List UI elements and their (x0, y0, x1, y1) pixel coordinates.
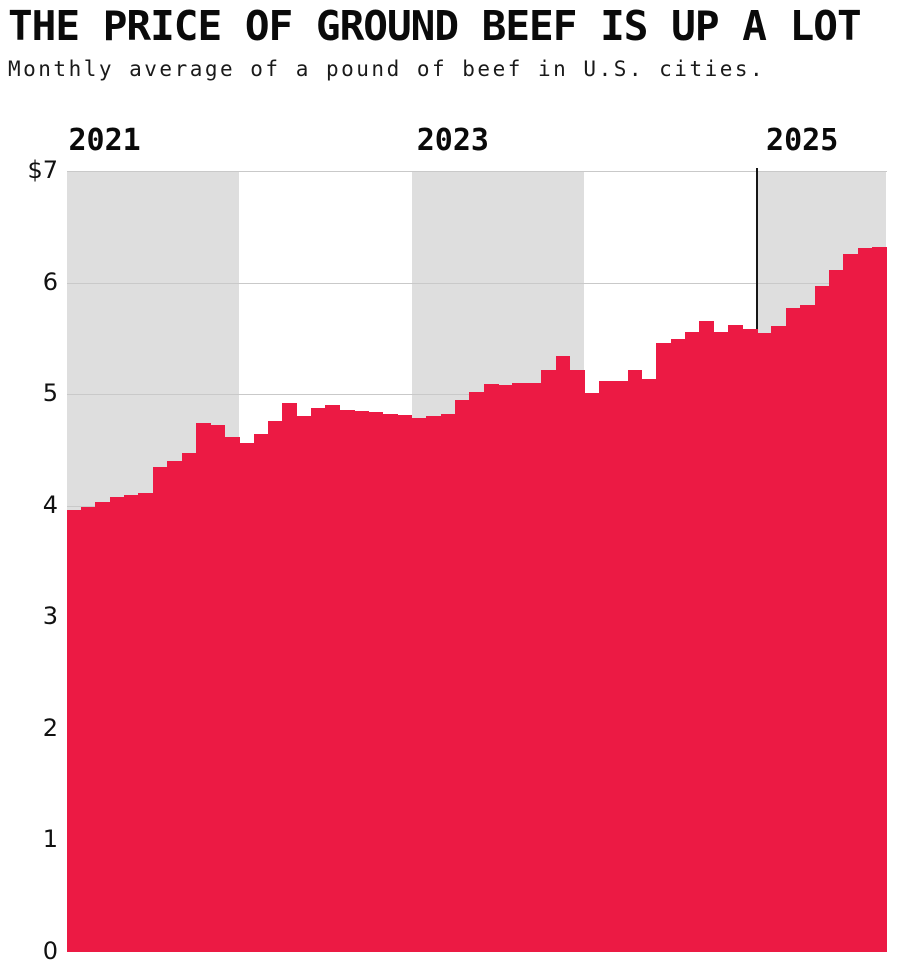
bar-2023-05 (469, 391, 485, 952)
bar-2021-02 (80, 506, 96, 952)
bar-2021-06 (138, 493, 154, 952)
bar-2021-10 (195, 423, 211, 952)
bar-2023-12 (570, 369, 585, 952)
bar-2025-01 (757, 332, 772, 952)
bar-2022-10 (368, 411, 384, 952)
bar-2021-11 (210, 425, 226, 952)
bar-2024-01 (584, 393, 600, 952)
x-axis-year-label-2025: 2025 (766, 123, 839, 158)
bar-2022-03 (267, 420, 283, 952)
bar-2025-07 (843, 253, 859, 952)
bar-2023-04 (454, 399, 470, 952)
y-axis-tick-label: 4 (42, 490, 58, 519)
bar-2023-03 (440, 414, 456, 952)
bar-2024-08 (685, 331, 700, 952)
bar-2023-01 (411, 417, 427, 952)
chart-subtitle: Monthly average of a pound of beef in U.… (8, 57, 766, 81)
bar-2024-12 (742, 329, 758, 952)
y-axis-tick-label: 3 (42, 602, 58, 631)
bar-2024-05 (641, 378, 657, 952)
bar-2024-10 (713, 331, 729, 952)
y-axis-tick-label: 2 (42, 713, 58, 742)
bar-2025-08 (857, 247, 873, 952)
bar-2021-09 (181, 453, 197, 952)
bar-2025-02 (771, 326, 787, 952)
y-axis-tick-label: $7 (27, 155, 58, 184)
bar-2024-07 (670, 339, 686, 952)
bar-2024-09 (699, 320, 715, 952)
bar-2021-05 (124, 494, 139, 952)
bar-2025-03 (785, 308, 801, 952)
bar-2022-01 (239, 443, 254, 952)
bar-2023-06 (483, 384, 499, 952)
x-axis-year-label-2023: 2023 (416, 123, 489, 158)
bar-2025-09 (872, 246, 887, 952)
bar-2023-11 (555, 356, 571, 952)
gridline-6 (66, 282, 887, 284)
chart-title: THE PRICE OF GROUND BEEF IS UP A LOT (8, 2, 862, 50)
bar-2021-08 (167, 461, 183, 952)
bar-2021-03 (95, 502, 111, 952)
bar-2024-11 (728, 324, 744, 952)
bar-2023-02 (426, 416, 442, 952)
bar-2022-09 (354, 410, 370, 952)
bar-2021-04 (109, 496, 125, 952)
y-axis-tick-label: 1 (42, 825, 58, 854)
y-axis-tick-label: 6 (42, 267, 58, 296)
bar-2021-12 (224, 436, 240, 952)
bar-2022-02 (253, 434, 269, 952)
bar-2022-08 (339, 409, 355, 952)
bar-2023-07 (498, 385, 513, 952)
bar-2023-10 (541, 369, 557, 952)
bar-2025-05 (814, 285, 830, 952)
bar-2025-04 (800, 304, 816, 952)
bar-2022-05 (296, 416, 312, 952)
bar-2023-08 (512, 382, 528, 952)
bar-2022-07 (325, 405, 341, 952)
y-axis-tick-label: 5 (42, 379, 58, 408)
bar-2021-01 (66, 510, 82, 952)
bar-2023-09 (526, 382, 542, 952)
bar-2024-06 (656, 342, 672, 952)
x-axis-year-label-2021: 2021 (68, 123, 141, 158)
bar-2022-04 (282, 403, 298, 952)
bar-2022-12 (397, 415, 413, 952)
gridline-7 (66, 171, 887, 172)
bar-2022-06 (311, 407, 326, 952)
bar-2022-11 (382, 414, 398, 952)
bar-2024-04 (627, 369, 643, 952)
bar-2025-06 (828, 270, 844, 952)
bar-2024-02 (598, 380, 614, 952)
y-axis-tick-label: 0 (42, 936, 58, 965)
bar-2024-03 (613, 380, 629, 952)
bar-2021-07 (152, 466, 168, 952)
